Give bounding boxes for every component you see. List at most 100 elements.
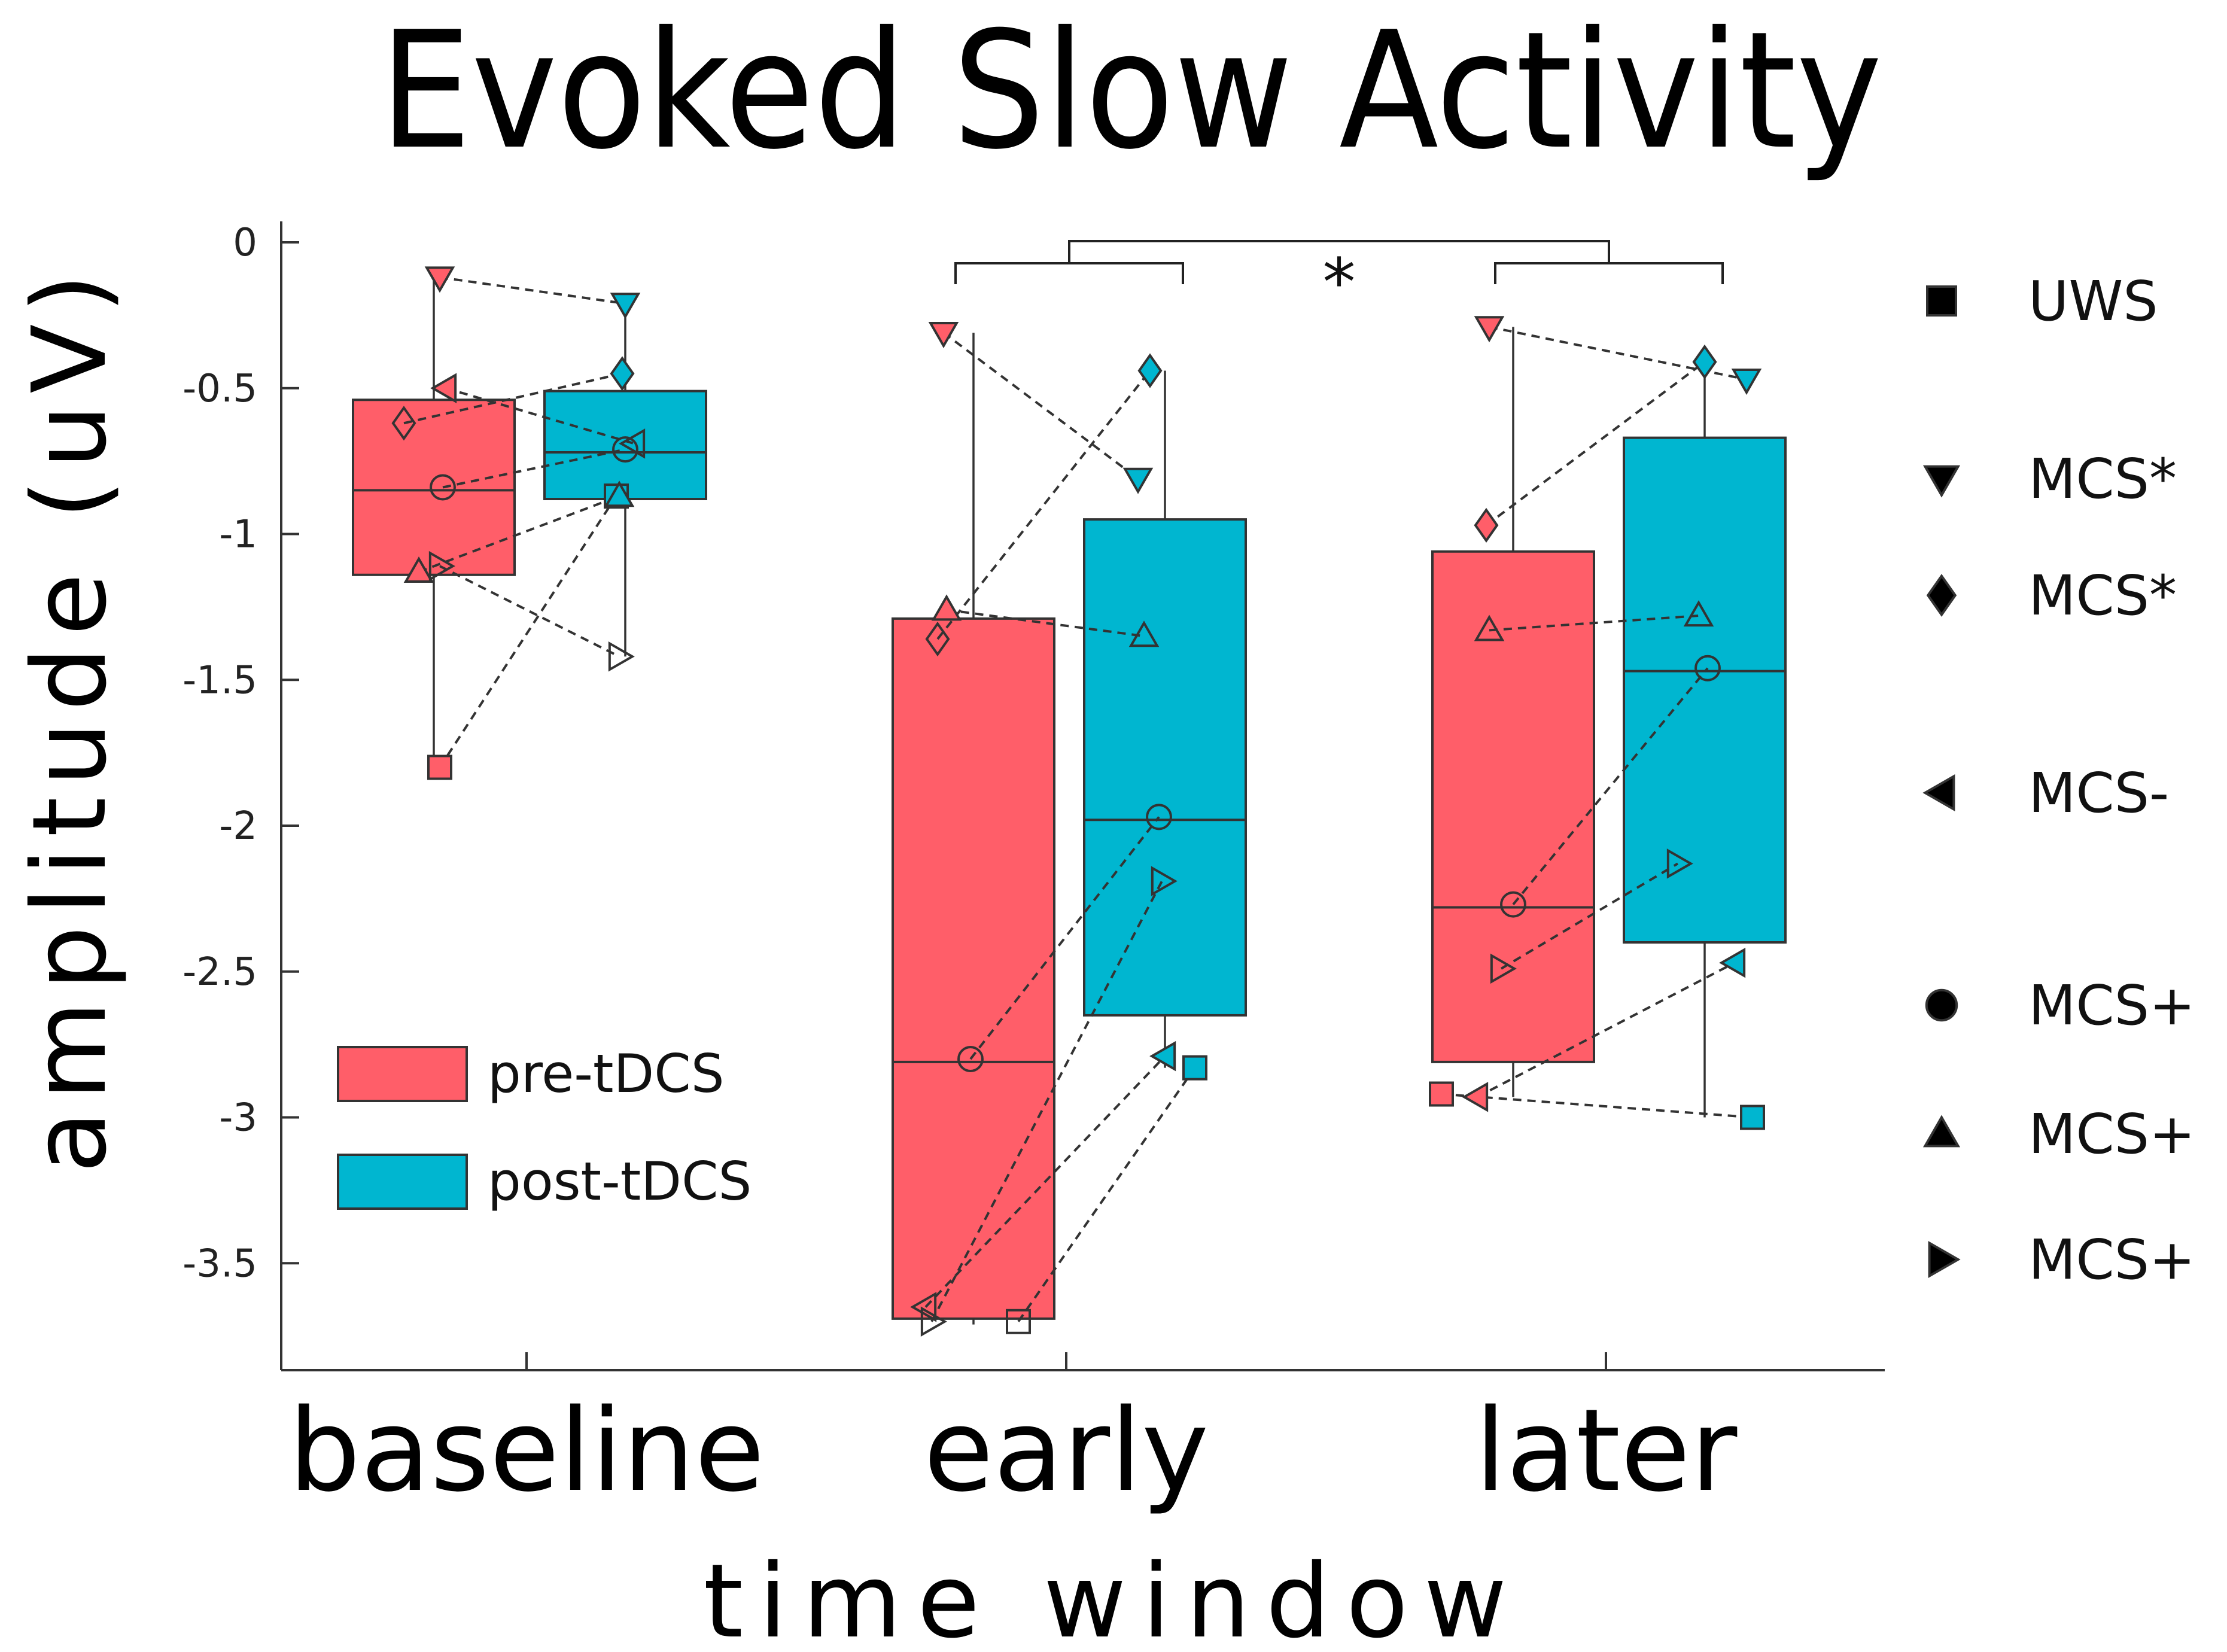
marker-legend-diamond-icon — [1926, 574, 1957, 617]
patient-line-triangle-right-baseline — [439, 565, 620, 658]
marker-post-circle-early — [1146, 804, 1172, 830]
marker-pre-triangle-left-baseline — [430, 373, 457, 404]
marker-legend-entry: MCS+ — [1928, 1228, 2195, 1292]
legend-entry-post-tDCS: post-tDCS — [337, 1151, 752, 1212]
marker-legend: UWS MCS* MCS* MCS- MCS+ MCS+ MCS+ — [1922, 269, 2195, 1292]
marker-pre-diamond-early — [925, 621, 950, 657]
marker-pre-triangle-down-baseline — [424, 266, 455, 293]
marker-post-triangle-up-baseline — [604, 480, 635, 507]
marker-legend-triangle-down-icon — [1922, 465, 1961, 498]
x-axis-label: time window — [703, 1543, 1522, 1652]
box-iqr — [1431, 550, 1595, 1063]
legend-swatch — [337, 1046, 468, 1102]
patient-line-circle-later — [1512, 667, 1709, 905]
x-tick-label-early: early — [924, 1385, 1209, 1517]
marker-post-square-early — [1182, 1055, 1207, 1081]
box-pre-tDCS-baseline — [352, 277, 516, 768]
marker-pre-circle-early — [957, 1046, 984, 1072]
marker-pre-triangle-right-baseline — [428, 550, 455, 582]
marker-pre-triangle-up-baseline — [403, 556, 434, 583]
marker-post-triangle-left-early — [1149, 1041, 1176, 1072]
y-tick-label: -2.5 — [182, 950, 257, 994]
marker-pre-diamond-later — [1474, 507, 1499, 543]
marker-pre-triangle-down-early — [928, 321, 959, 348]
y-tick-label: -0.5 — [182, 367, 257, 411]
patient-line-triangle-up-early — [946, 609, 1145, 638]
patient-line-triangle-down-early — [942, 331, 1139, 480]
marker-legend-triangle-left-icon — [1922, 774, 1955, 812]
box-post-tDCS-later — [1623, 370, 1787, 1118]
marker-post-triangle-left-baseline — [619, 428, 646, 459]
patient-line-triangle-right-later — [1500, 862, 1679, 970]
marker-post-diamond-later — [1692, 344, 1717, 380]
patient-line-triangle-left-baseline — [445, 387, 635, 445]
sig-bracket-left — [954, 262, 1184, 284]
x-tick-label-later: later — [1475, 1385, 1738, 1517]
marker-post-diamond-early — [1137, 353, 1163, 388]
marker-post-triangle-up-early — [1128, 620, 1160, 647]
chart-title: Evoked Slow Activity — [379, 0, 1882, 185]
marker-pre-square-early — [1006, 1309, 1031, 1334]
marker-legend-entry: MCS* — [1926, 564, 2177, 628]
marker-pre-circle-later — [1500, 891, 1526, 918]
y-tick-label: 0 — [233, 221, 257, 265]
marker-legend-triangle-up-icon — [1922, 1115, 1961, 1148]
marker-legend-label: MCS+ — [2028, 1228, 2195, 1292]
patient-line-triangle-up-baseline — [418, 495, 620, 573]
y-tick-label: -1.5 — [182, 658, 257, 702]
patient-line-circle-early — [969, 816, 1160, 1060]
marker-pre-square-later — [1429, 1081, 1454, 1107]
box-pre-tDCS-later — [1431, 327, 1595, 1097]
marker-legend-triangle-right-icon — [1928, 1240, 1961, 1279]
sig-bracket-right — [1494, 262, 1724, 284]
marker-pre-square-baseline — [427, 754, 452, 780]
marker-post-triangle-down-baseline — [610, 293, 641, 320]
marker-post-circle-baseline — [612, 436, 638, 463]
marker-legend-entry: UWS — [1926, 269, 2158, 333]
marker-post-triangle-right-baseline — [608, 641, 635, 672]
legend-swatch — [337, 1154, 468, 1210]
box-post-tDCS-baseline — [543, 303, 707, 657]
marker-legend-label: MCS+ — [2028, 1102, 2195, 1166]
box-iqr — [892, 617, 1055, 1320]
patient-lines — [403, 276, 1753, 1322]
significance-bracket: * — [954, 240, 1724, 321]
marker-legend-label: MCS+ — [2028, 973, 2195, 1038]
marker-pre-triangle-up-early — [931, 594, 962, 621]
x-tick-label-baseline: baseline — [288, 1385, 765, 1517]
axes: 0 -0.5 -1 -1.5 -2 -2.5 -3 -3.5 baseline early late… — [182, 221, 1885, 1517]
marker-post-triangle-left-later — [1719, 947, 1746, 978]
y-tick-label: -3 — [219, 1096, 257, 1140]
legend-label: pre-tDCS — [488, 1043, 725, 1105]
marker-legend-label: MCS* — [2028, 447, 2177, 511]
patient-line-triangle-right-early — [930, 880, 1163, 1322]
marker-pre-triangle-left-later — [1462, 1082, 1489, 1112]
marker-post-square-later — [1740, 1105, 1765, 1130]
box-pre-tDCS-early — [892, 333, 1055, 1325]
marker-post-triangle-down-later — [1731, 368, 1762, 395]
marker-pre-circle-baseline — [430, 474, 456, 501]
series-legend: pre-tDCS post-tDCS — [337, 1043, 752, 1212]
patient-line-triangle-up-later — [1489, 614, 1699, 632]
sig-star: * — [1323, 244, 1356, 321]
patient-line-triangle-left-early — [924, 1055, 1166, 1308]
marker-post-triangle-up-later — [1683, 600, 1714, 627]
patient-line-square-later — [1441, 1093, 1753, 1119]
marker-legend-square-icon — [1926, 285, 1957, 317]
marker-legend-label: MCS- — [2028, 761, 2169, 825]
box-plots — [352, 277, 1787, 1325]
marker-pre-diamond-baseline — [391, 406, 416, 441]
patient-line-diamond-later — [1485, 361, 1706, 527]
y-tick-label: -3.5 — [182, 1242, 257, 1286]
y-tick-label: -2 — [219, 804, 257, 848]
box-iqr — [1083, 518, 1247, 1017]
box-iqr — [1623, 436, 1787, 944]
marker-legend-entry: MCS+ — [1922, 1102, 2195, 1166]
patient-markers — [391, 266, 1765, 1337]
patient-line-triangle-left-later — [1477, 962, 1735, 1099]
sig-bracket-top — [1068, 240, 1610, 263]
y-tick-label: -1 — [219, 513, 257, 557]
marker-pre-triangle-right-early — [920, 1306, 947, 1337]
marker-pre-triangle-right-later — [1490, 953, 1517, 984]
